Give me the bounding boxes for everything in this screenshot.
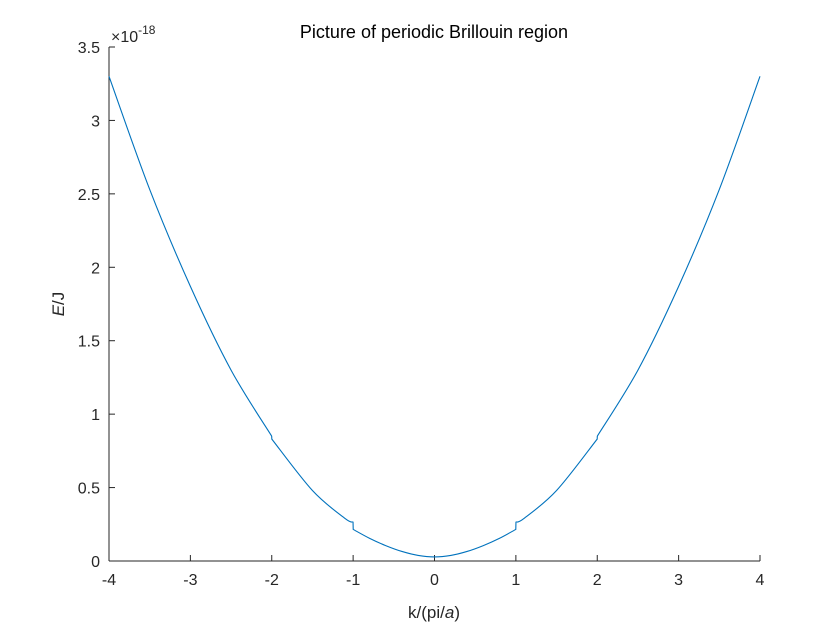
y-exponent-label: ×10-18 (111, 23, 156, 46)
x-axis-label: k/(pi/a) (408, 603, 460, 622)
y-axis-label: E/J (49, 292, 68, 317)
x-tick-label: -4 (102, 572, 116, 589)
ticks: -4 -3 -2 -1 0 1 2 3 4 0 0.5 1 1.5 2 2.5 3 3.5 (78, 40, 765, 589)
y-exponent-prefix: ×10 (111, 29, 138, 46)
series-layer (108, 76, 761, 558)
y-tick-label: 1.5 (78, 334, 100, 351)
x-axis-label-prefix: k/(pi/ (408, 603, 445, 622)
y-tick-label: 0 (91, 554, 100, 571)
y-tick-label: 2 (91, 260, 100, 277)
y-tick-label: 0.5 (78, 481, 100, 498)
x-tick-label: 1 (511, 572, 520, 589)
x-tick-label: 2 (593, 572, 602, 589)
y-tick-label: 3 (91, 113, 100, 130)
x-axis-label-suffix: ) (454, 603, 460, 622)
chart-title: Picture of periodic Brillouin region (300, 22, 568, 42)
y-tick-label: 1 (91, 407, 100, 424)
plot-area (109, 47, 760, 561)
x-axis-label-italic: a (445, 603, 454, 622)
x-tick-label: 0 (430, 572, 439, 589)
x-tick-label: -2 (265, 572, 279, 589)
x-tick-label: -3 (183, 572, 197, 589)
series-line (108, 76, 761, 558)
y-axis-label-italic: E (49, 304, 68, 316)
y-axis-label-suffix: /J (49, 292, 68, 305)
y-tick-label: 3.5 (78, 40, 100, 57)
x-tick-label: 3 (674, 572, 683, 589)
y-tick-label: 2.5 (78, 187, 100, 204)
y-exponent-power: -18 (138, 23, 156, 37)
x-tick-label: -1 (346, 572, 360, 589)
x-tick-label: 4 (756, 572, 765, 589)
